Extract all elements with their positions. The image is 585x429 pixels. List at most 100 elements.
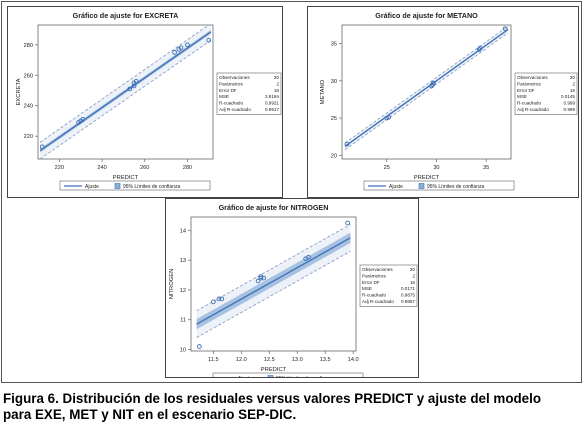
fit-line	[196, 237, 351, 325]
data-point	[477, 45, 483, 51]
data-point	[211, 299, 216, 305]
stats-label: Error DF	[362, 280, 380, 285]
chart-panel-excreta: Gráfico de ajuste for EXCRETA 220 240 260 28…	[7, 6, 283, 198]
stats-label: R-cuadrado	[219, 101, 243, 106]
stats-label: Parámetros	[362, 273, 386, 278]
x-axis-label: PREDICT	[261, 367, 287, 373]
data-point	[219, 296, 225, 302]
stats-label: Adj R-cuadrado	[219, 107, 251, 112]
y-tick-label: 35	[331, 42, 337, 48]
stats-label: Observaciones	[517, 75, 548, 80]
x-tick-label: 220	[55, 165, 64, 171]
stats-box	[514, 72, 578, 115]
stats-value: 0.9857	[401, 299, 415, 304]
stats-label: R-cuadrado	[517, 101, 541, 106]
data-point	[178, 45, 184, 51]
stats-value: 3.9164	[265, 94, 279, 99]
y-tick-label: 25	[331, 116, 337, 122]
stats-label: Observaciones	[362, 267, 393, 272]
chart-nitrogen: Gráfico de ajuste for NITROGEN 11.5 12.0 12…	[169, 203, 418, 377]
upper-prediction-limit	[344, 25, 509, 144]
plot-content	[344, 25, 509, 151]
chart-title: Gráfico de ajuste for EXCRETA	[73, 11, 179, 20]
stats-label: Adj R-cuadrado	[517, 107, 549, 112]
y-axis-label: METANO	[320, 79, 326, 104]
x-tick-label: 11.5	[208, 357, 218, 363]
figure-caption: Figura 6. Distribución de los residuales…	[3, 391, 583, 423]
data-point	[197, 344, 202, 349]
stats-value: 2	[572, 81, 575, 86]
x-tick-label: 30	[433, 165, 439, 171]
data-point	[345, 220, 350, 226]
stats-value: 0.9921	[265, 101, 279, 106]
legend-box	[212, 372, 364, 377]
data-point	[258, 275, 264, 281]
figure-frame: Gráfico de ajuste for EXCRETA 220 240 260 28…	[1, 1, 582, 383]
stats-value: 18	[274, 88, 280, 93]
data-point	[255, 278, 261, 284]
data-point	[133, 78, 139, 84]
x-tick-label: 13.5	[320, 357, 331, 363]
legend-box	[59, 180, 211, 191]
stats-value: 20	[410, 267, 416, 272]
plot-content	[39, 25, 212, 159]
data-point	[172, 50, 177, 55]
data-point	[306, 254, 311, 260]
y-tick-label: 220	[24, 134, 33, 140]
stats-label: MSE	[219, 94, 229, 99]
legend-label: Ajuste	[389, 184, 403, 190]
x-axis-label: PREDICT	[414, 175, 440, 181]
plot-content	[196, 220, 351, 349]
legend-label: Ajuste	[85, 184, 99, 190]
x-tick-label: 14.0	[348, 357, 359, 363]
y-tick-label: 280	[24, 43, 33, 49]
data-point	[502, 26, 508, 32]
legend-confidence-swatch	[418, 183, 425, 189]
legend-confidence-swatch	[114, 183, 121, 189]
data-point	[261, 275, 267, 281]
data-point	[185, 42, 190, 48]
stats-box	[216, 72, 282, 115]
stats-label: Parámetros	[517, 81, 541, 86]
caption-line-1: Figura 6. Distribución de los residuales…	[3, 391, 542, 406]
data-point	[386, 114, 392, 120]
x-tick-label: 280	[183, 165, 192, 171]
data-point	[131, 83, 137, 89]
lower-prediction-limit	[344, 32, 509, 151]
caption-line-2: para EXE, MET y NIT en el escenario SEP-…	[3, 407, 297, 422]
stats-label: Parámetros	[219, 81, 243, 86]
data-point	[216, 296, 222, 302]
data-point	[39, 144, 45, 150]
x-tick-label: 12.5	[264, 357, 275, 363]
stats-value: 2	[276, 81, 279, 86]
stats-label: R-cuadrado	[362, 293, 386, 298]
y-tick-label: 20	[331, 153, 337, 159]
stats-label: Error DF	[517, 88, 535, 93]
stats-label: Observaciones	[219, 75, 250, 80]
chart-panel-metano: Gráfico de ajuste for METANO 25 30 35 20 25 30…	[307, 6, 579, 198]
stats-label: Error DF	[219, 88, 237, 93]
x-tick-label: 240	[97, 165, 106, 171]
legend-label: 95% Límites de confianza	[427, 184, 484, 190]
stats-value: 2	[412, 273, 415, 278]
data-point	[344, 141, 350, 147]
stats-value: 18	[570, 88, 576, 93]
stats-value: 0.999	[564, 101, 576, 106]
stats-value: 0.9875	[401, 293, 415, 298]
lower-prediction-limit	[196, 250, 351, 338]
x-tick-label: 25	[384, 165, 390, 171]
x-tick-label: 13.0	[292, 357, 303, 363]
stats-label: MSE	[517, 94, 527, 99]
x-tick-label: 35	[483, 165, 489, 171]
y-tick-label: 10	[180, 348, 186, 354]
chart-metano: Gráfico de ajuste for METANO 25 30 35 20 25 30…	[320, 11, 578, 191]
chart-excreta: Gráfico de ajuste for EXCRETA 220 240 260 28…	[16, 11, 282, 191]
x-axis-label: PREDICT	[113, 175, 139, 181]
data-point	[431, 80, 436, 86]
chart-title: Gráfico de ajuste for NITROGEN	[219, 203, 329, 212]
y-tick-label: 13	[180, 258, 186, 264]
y-tick-label: 240	[24, 104, 33, 110]
stats-value: 0.0171	[401, 286, 415, 291]
stats-label: MSE	[362, 286, 372, 291]
y-axis-label: NITROGEN	[169, 269, 175, 300]
